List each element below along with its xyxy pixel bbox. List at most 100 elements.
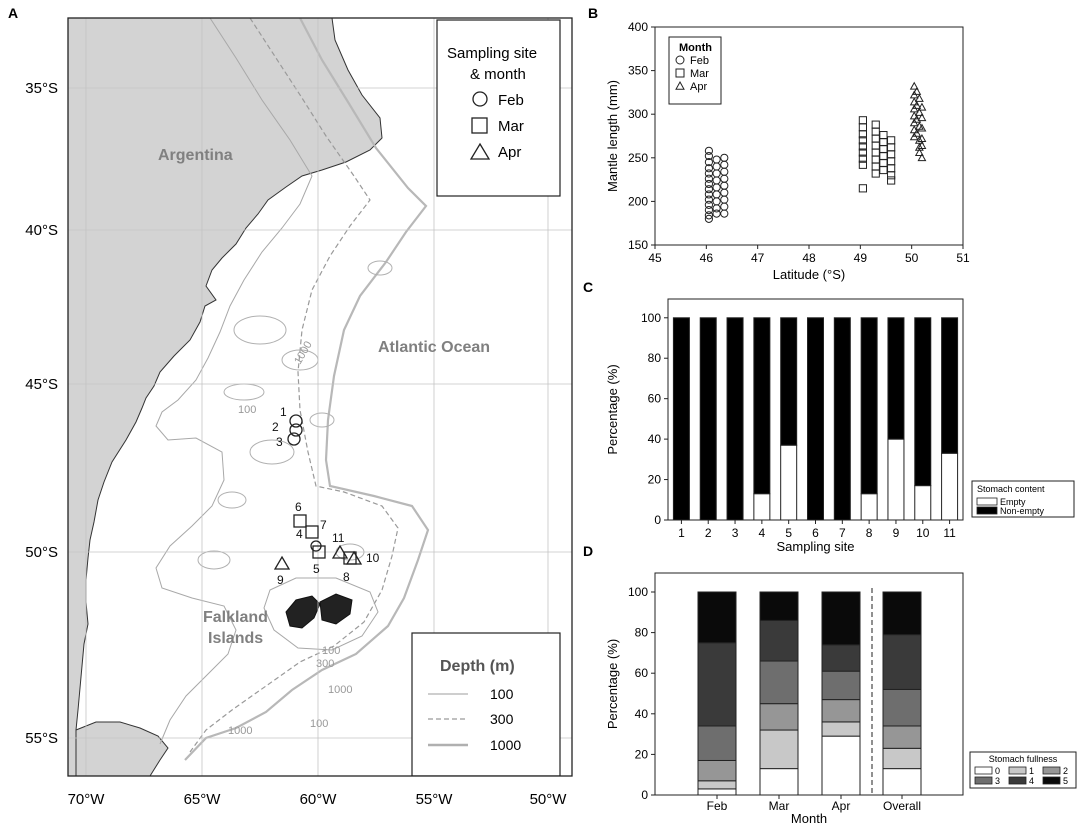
site-marker xyxy=(273,555,291,570)
bar-segment xyxy=(697,759,737,782)
data-point xyxy=(879,138,888,147)
x-tick-label: Apr xyxy=(832,799,851,813)
data-point xyxy=(712,162,721,171)
site-label: 1 xyxy=(280,405,287,419)
data-point xyxy=(704,185,714,194)
bar-segment xyxy=(699,317,717,521)
y-tick-label: 60 xyxy=(635,666,649,680)
bar-segment xyxy=(759,619,799,662)
panel-c-bar: 0 20 40 60 80 100 1 2 3 4 5 6 7 8 9 10 11 Sampling site Pe… xyxy=(605,298,1075,554)
site-label: 3 xyxy=(276,435,283,449)
legend-item-apr: Apr xyxy=(498,144,521,161)
bar-segment xyxy=(759,729,799,770)
label-argentina: Argentina xyxy=(158,147,233,164)
data-point xyxy=(914,107,924,116)
legend-swatch xyxy=(974,776,993,785)
contour-1000 xyxy=(184,18,430,761)
legend-sampling: Sampling site & month Feb Mar Apr xyxy=(436,19,561,197)
contour-label: 100 xyxy=(322,645,340,657)
y-tick-label: 20 xyxy=(648,473,662,487)
panel-a-map: A xyxy=(8,5,573,808)
data-point xyxy=(704,214,714,223)
data-point xyxy=(704,146,714,155)
site-label: 7 xyxy=(320,518,327,532)
y-tick-label: 300 xyxy=(628,107,648,121)
y-axis-title: Percentage (%) xyxy=(605,639,620,729)
y-tick-label: 80 xyxy=(648,351,662,365)
legend-swatch xyxy=(976,497,998,506)
y-tick-label: 100 xyxy=(641,311,661,325)
data-point xyxy=(887,150,896,159)
data-point xyxy=(704,158,714,167)
site-marker xyxy=(331,544,349,559)
legend-title: Stomach fullness xyxy=(989,754,1058,764)
y-axis-title: Percentage (%) xyxy=(605,364,620,454)
bar-segment xyxy=(697,788,737,796)
triangle-marker-icon xyxy=(469,142,491,160)
legend-item: 0 xyxy=(995,766,1000,776)
data-point xyxy=(712,155,721,164)
y-tick-label: 40 xyxy=(635,707,649,721)
plot-frame xyxy=(654,572,964,796)
panel-label-c: C xyxy=(583,279,593,295)
x-tick-label: 1 xyxy=(678,526,685,540)
bar-segment xyxy=(807,317,824,521)
lon-label: 65°W xyxy=(184,791,222,808)
legend-item: 1 xyxy=(1029,766,1034,776)
data-point xyxy=(887,176,896,185)
label-atlantic-ocean: Atlantic Ocean xyxy=(378,339,490,356)
site-marker xyxy=(345,550,363,565)
label-falkland: Falkland xyxy=(203,609,268,626)
data-point xyxy=(912,86,922,95)
data-point xyxy=(871,169,880,178)
bar-segment xyxy=(759,768,799,796)
circle-marker-icon xyxy=(472,91,488,107)
bar-segment xyxy=(672,317,690,521)
site-label: 8 xyxy=(343,570,350,584)
legend-swatch xyxy=(1008,776,1027,785)
x-tick-label: 9 xyxy=(893,526,900,540)
y-tick-label: 250 xyxy=(628,151,648,165)
contour-label: 1000 xyxy=(228,725,252,737)
data-point xyxy=(858,142,867,151)
bar-segment xyxy=(753,317,771,495)
data-point xyxy=(712,209,721,218)
data-point xyxy=(917,102,927,111)
bar-segment xyxy=(887,438,905,521)
data-point xyxy=(871,155,880,164)
legend-depth: Depth (m) 100 300 1000 xyxy=(411,632,561,776)
site-label: 11 xyxy=(332,531,345,545)
legend-stomach-fullness: Stomach fullness 0 1 2 3 4 5 xyxy=(969,751,1077,789)
data-point xyxy=(887,143,896,152)
data-point xyxy=(887,171,896,180)
lon-labels: 70°W 65°W 60°W 55°W 50°W xyxy=(68,791,568,808)
legend-item: 4 xyxy=(1029,776,1034,786)
legend-item-1000: 1000 xyxy=(490,737,521,753)
site-marker xyxy=(289,414,303,428)
bar-segment xyxy=(697,725,737,761)
data-point xyxy=(887,157,896,166)
bar-segment xyxy=(882,688,922,727)
y-tick-label: 20 xyxy=(635,747,649,761)
data-point xyxy=(871,134,880,143)
legend-box xyxy=(411,632,561,776)
legend-title: Depth (m) xyxy=(440,658,515,675)
bar-segment xyxy=(821,721,861,737)
y-tick-label: 350 xyxy=(628,64,648,78)
lat-label: 50°S xyxy=(25,544,58,561)
legend-item-feb: Feb xyxy=(498,92,524,109)
bar-segment xyxy=(860,317,878,495)
y-tick-label: 40 xyxy=(648,432,662,446)
bar-segment xyxy=(821,591,861,646)
lon-label: 60°W xyxy=(300,791,338,808)
data-point xyxy=(720,174,729,183)
x-tick-label: 10 xyxy=(916,526,930,540)
legend-swatch xyxy=(974,766,993,775)
bar-segment xyxy=(882,768,922,796)
bar-segment xyxy=(697,591,737,644)
bar-segment xyxy=(860,493,878,521)
site-label: 10 xyxy=(366,551,380,565)
y-tick-label: 100 xyxy=(628,585,648,599)
